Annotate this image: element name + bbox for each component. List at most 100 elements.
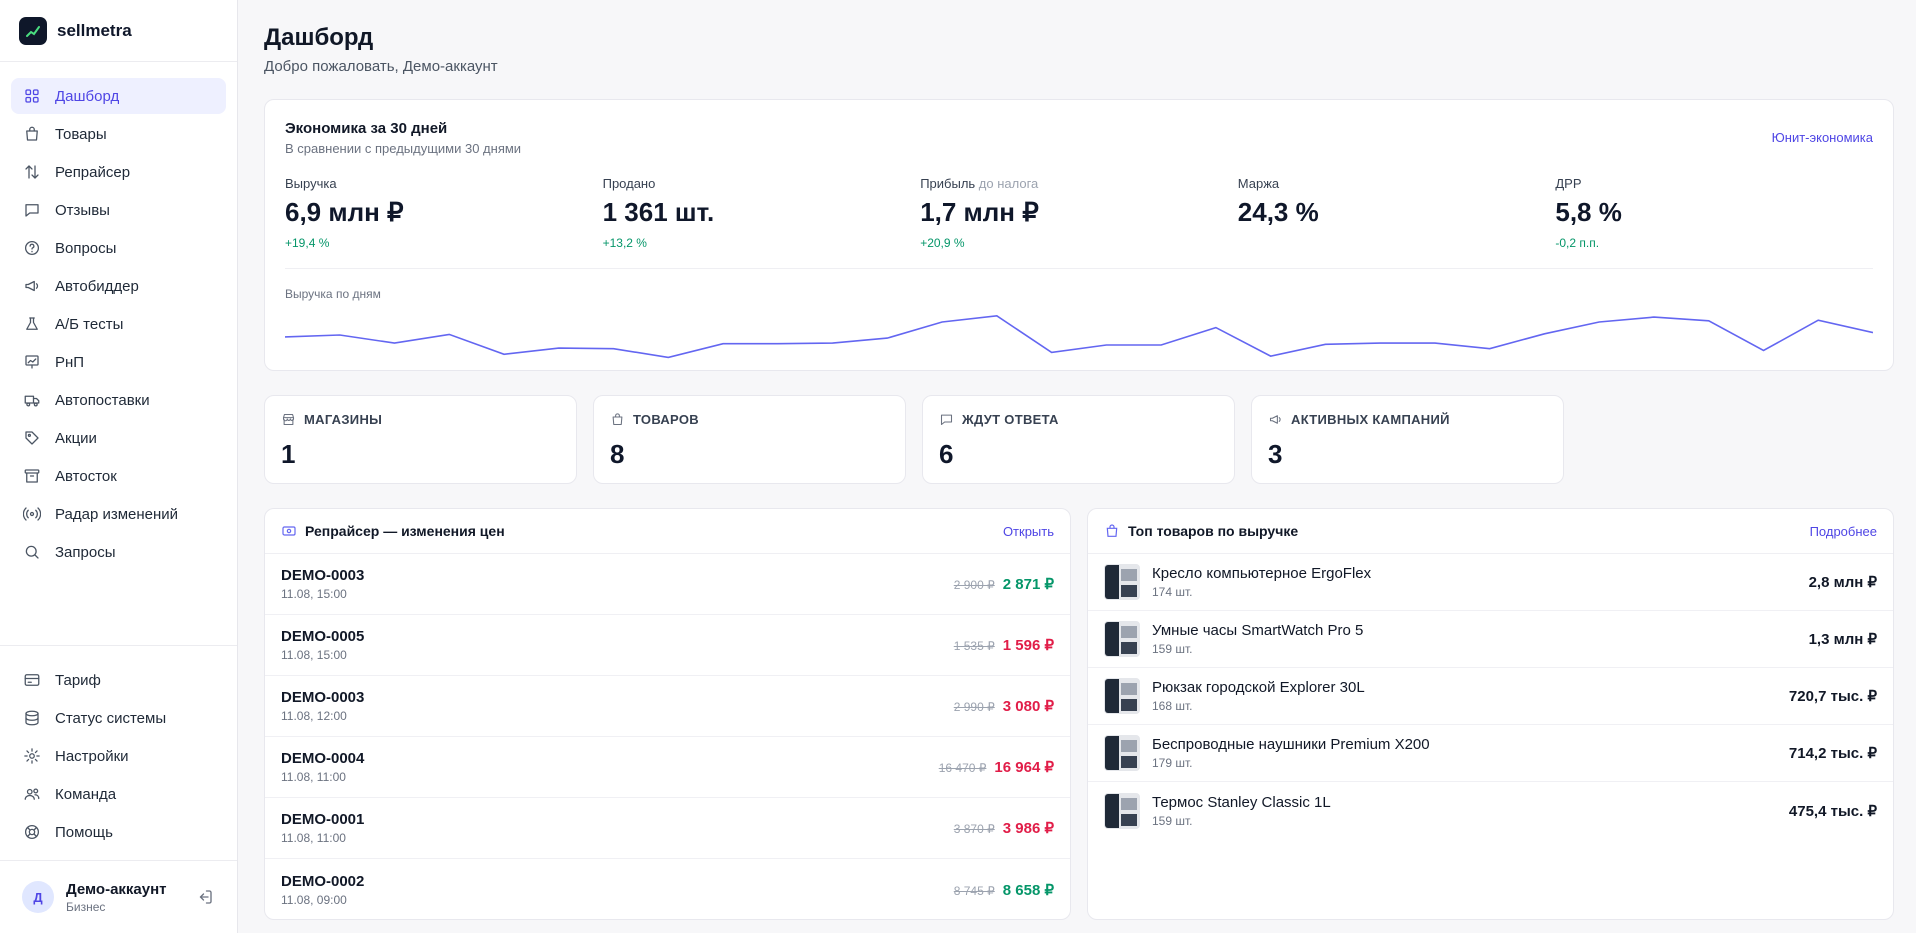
nav-item-label: Вопросы bbox=[55, 239, 117, 257]
old-price: 2 900 ₽ bbox=[953, 578, 995, 592]
avatar[interactable]: Д bbox=[22, 881, 54, 913]
nav-item-1[interactable]: Дашборд bbox=[11, 78, 226, 114]
kpi-2: Продано 1 361 шт. +13,2 % bbox=[603, 176, 921, 250]
nav-item-5[interactable]: Вопросы bbox=[11, 230, 226, 266]
product-row[interactable]: Кресло компьютерное ErgoFlex 174 шт. 2,8 м… bbox=[1088, 554, 1893, 611]
nav-item-label: А/Б тесты bbox=[55, 315, 124, 333]
database-icon bbox=[23, 709, 41, 727]
nav-item-label: Акции bbox=[55, 429, 97, 447]
stat-label: МАГАЗИНЫ bbox=[304, 412, 383, 427]
nav-item-label: Автосток bbox=[55, 467, 117, 485]
kpi-delta: +13,2 % bbox=[602, 236, 647, 250]
product-thumbnail bbox=[1104, 678, 1140, 714]
megaphone-icon bbox=[1268, 412, 1283, 427]
product-info: Беспроводные наушники Premium X200 179 шт… bbox=[1152, 736, 1777, 770]
repricer-sku: DEMO-0005 bbox=[281, 628, 365, 645]
unit-economics-link[interactable]: Юнит-экономика bbox=[1771, 130, 1873, 145]
product-info: Умные часы SmartWatch Pro 5 159 шт. bbox=[1152, 622, 1797, 656]
store-icon bbox=[281, 412, 296, 427]
nav-item-12[interactable]: Радар изменений bbox=[11, 496, 226, 532]
repricer-row-info: DEMO-0002 11.08, 09:00 bbox=[281, 873, 364, 907]
nav-item-7[interactable]: А/Б тесты bbox=[11, 306, 226, 342]
product-row[interactable]: Умные часы SmartWatch Pro 5 159 шт. 1,3 мл… bbox=[1088, 611, 1893, 668]
stat-header: ТОВАРОВ bbox=[610, 412, 889, 427]
product-info: Рюкзак городской Explorer 30L 168 шт. bbox=[1152, 679, 1777, 713]
kpi-1: Выручка 6,9 млн ₽ +19,4 % bbox=[285, 176, 603, 250]
kpi-value: 5,8 % bbox=[1555, 197, 1622, 227]
product-name: Термос Stanley Classic 1L bbox=[1152, 793, 1331, 811]
nav-item-1[interactable]: Тариф bbox=[11, 662, 226, 698]
kpi-label: Прибыль до налога bbox=[920, 176, 1238, 191]
nav-item-2[interactable]: Товары bbox=[11, 116, 226, 152]
nav-item-3[interactable]: Репрайсер bbox=[11, 154, 226, 190]
stat-value: 1 bbox=[281, 439, 296, 469]
kpi-label-text: Прибыль bbox=[920, 176, 976, 191]
nav-item-13[interactable]: Запросы bbox=[11, 534, 226, 570]
gear-icon bbox=[23, 747, 41, 765]
kpi-5: ДРР 5,8 % -0,2 п.п. bbox=[1555, 176, 1873, 250]
nav-item-5[interactable]: Помощь bbox=[11, 814, 226, 850]
repricer-row-info: DEMO-0001 11.08, 11:00 bbox=[281, 811, 364, 845]
brand[interactable]: sellmetra bbox=[0, 0, 237, 62]
stat-value: 8 bbox=[610, 439, 625, 469]
product-name: Беспроводные наушники Premium X200 bbox=[1152, 736, 1430, 753]
product-name: Рюкзак городской Explorer 30L bbox=[1152, 679, 1365, 696]
top-products-more-link[interactable]: Подробнее bbox=[1809, 523, 1877, 539]
stat-card-4: АКТИВНЫХ КАМПАНИЙ 3 bbox=[1251, 395, 1564, 484]
product-thumbnail bbox=[1104, 564, 1140, 600]
product-thumbnail bbox=[1104, 735, 1140, 771]
nav-item-11[interactable]: Автосток bbox=[11, 458, 226, 494]
kpi-label: ДРР bbox=[1555, 176, 1873, 191]
nav-item-8[interactable]: РнП bbox=[11, 344, 226, 380]
repricer-row[interactable]: DEMO-0005 11.08, 15:00 1 535 ₽ 1 596 ₽ bbox=[265, 615, 1070, 676]
repricer-open-link[interactable]: Открыть bbox=[1002, 523, 1054, 539]
product-row[interactable]: Рюкзак городской Explorer 30L 168 шт. 720,… bbox=[1088, 668, 1893, 725]
nav-item-label: Тариф bbox=[55, 671, 101, 689]
economics-card: Экономика за 30 дней В сравнении с преды… bbox=[264, 99, 1894, 371]
repricer-row-info: DEMO-0003 11.08, 12:00 bbox=[281, 689, 364, 723]
nav-item-4[interactable]: Команда bbox=[11, 776, 226, 812]
repricer-list: DEMO-0003 11.08, 15:00 2 900 ₽2 871 ₽ DEMO-… bbox=[265, 554, 1070, 919]
nav-item-4[interactable]: Отзывы bbox=[11, 192, 226, 228]
repricer-row[interactable]: DEMO-0001 11.08, 11:00 3 870 ₽ 3 986 ₽ bbox=[265, 798, 1070, 859]
nav-item-3[interactable]: Настройки bbox=[11, 738, 226, 774]
product-row[interactable]: Термос Stanley Classic 1L 159 шт. 475,4 ты… bbox=[1088, 782, 1893, 839]
kpi-row: Выручка 6,9 млн ₽ +19,4 % Продано 1 361 шт. +… bbox=[285, 176, 1873, 250]
megaphone-icon bbox=[23, 277, 41, 295]
nav-item-label: Товары bbox=[55, 125, 107, 143]
product-row[interactable]: Беспроводные наушники Premium X200 179 шт… bbox=[1088, 725, 1893, 782]
kpi-value: 1 361 шт. bbox=[602, 197, 715, 227]
nav-item-9[interactable]: Автопоставки bbox=[11, 382, 226, 418]
kpi-delta: +19,4 % bbox=[285, 236, 330, 250]
stats-row: МАГАЗИНЫ 1 ТОВАРОВ 8 ЖДУТ ОТВЕТА 6 АКТИВНЫХ КА… bbox=[264, 395, 1894, 484]
arrows-updown-icon bbox=[23, 163, 41, 181]
repricer-row[interactable]: DEMO-0003 11.08, 12:00 2 990 ₽ 3 080 ₽ bbox=[265, 676, 1070, 737]
nav-item-6[interactable]: Автобиддер bbox=[11, 268, 226, 304]
page-title: Дашборд bbox=[264, 24, 374, 51]
page-subtitle: Добро пожаловать, Демо-аккаунт bbox=[264, 58, 498, 75]
nav-item-10[interactable]: Акции bbox=[11, 420, 226, 456]
repricer-row[interactable]: DEMO-0002 11.08, 09:00 8 745 ₽ 8 658 ₽ bbox=[265, 859, 1070, 919]
user-name: Демо-аккаунт bbox=[66, 880, 167, 898]
repricer-sku: DEMO-0003 bbox=[281, 567, 365, 584]
stat-label: ЖДУТ ОТВЕТА bbox=[962, 412, 1059, 427]
bag-icon bbox=[1104, 523, 1120, 539]
repricer-row[interactable]: DEMO-0004 11.08, 11:00 16 470 ₽ 16 964 ₽ bbox=[265, 737, 1070, 798]
question-icon bbox=[23, 239, 41, 257]
repricer-prices: 2 990 ₽ 3 080 ₽ bbox=[954, 697, 1054, 715]
kpi-4: Маржа 24,3 % bbox=[1238, 176, 1556, 250]
stat-header: МАГАЗИНЫ bbox=[281, 412, 560, 427]
kpi-label: Выручка bbox=[285, 176, 603, 191]
nav-item-2[interactable]: Статус системы bbox=[11, 700, 226, 736]
price-tag-icon bbox=[281, 523, 297, 539]
user-plan: Бизнес bbox=[66, 899, 106, 914]
truck-icon bbox=[23, 391, 41, 409]
chart-label: Выручка по дням bbox=[285, 287, 381, 301]
search-icon bbox=[23, 543, 41, 561]
repricer-time: 11.08, 11:00 bbox=[281, 831, 346, 845]
repricer-row[interactable]: DEMO-0003 11.08, 15:00 2 900 ₽ 2 871 ₽ bbox=[265, 554, 1070, 615]
logout-icon[interactable] bbox=[195, 887, 215, 907]
nav-item-label: Запросы bbox=[55, 543, 116, 561]
product-qty: 174 шт. bbox=[1152, 585, 1193, 599]
product-info: Термос Stanley Classic 1L 159 шт. bbox=[1152, 794, 1777, 828]
